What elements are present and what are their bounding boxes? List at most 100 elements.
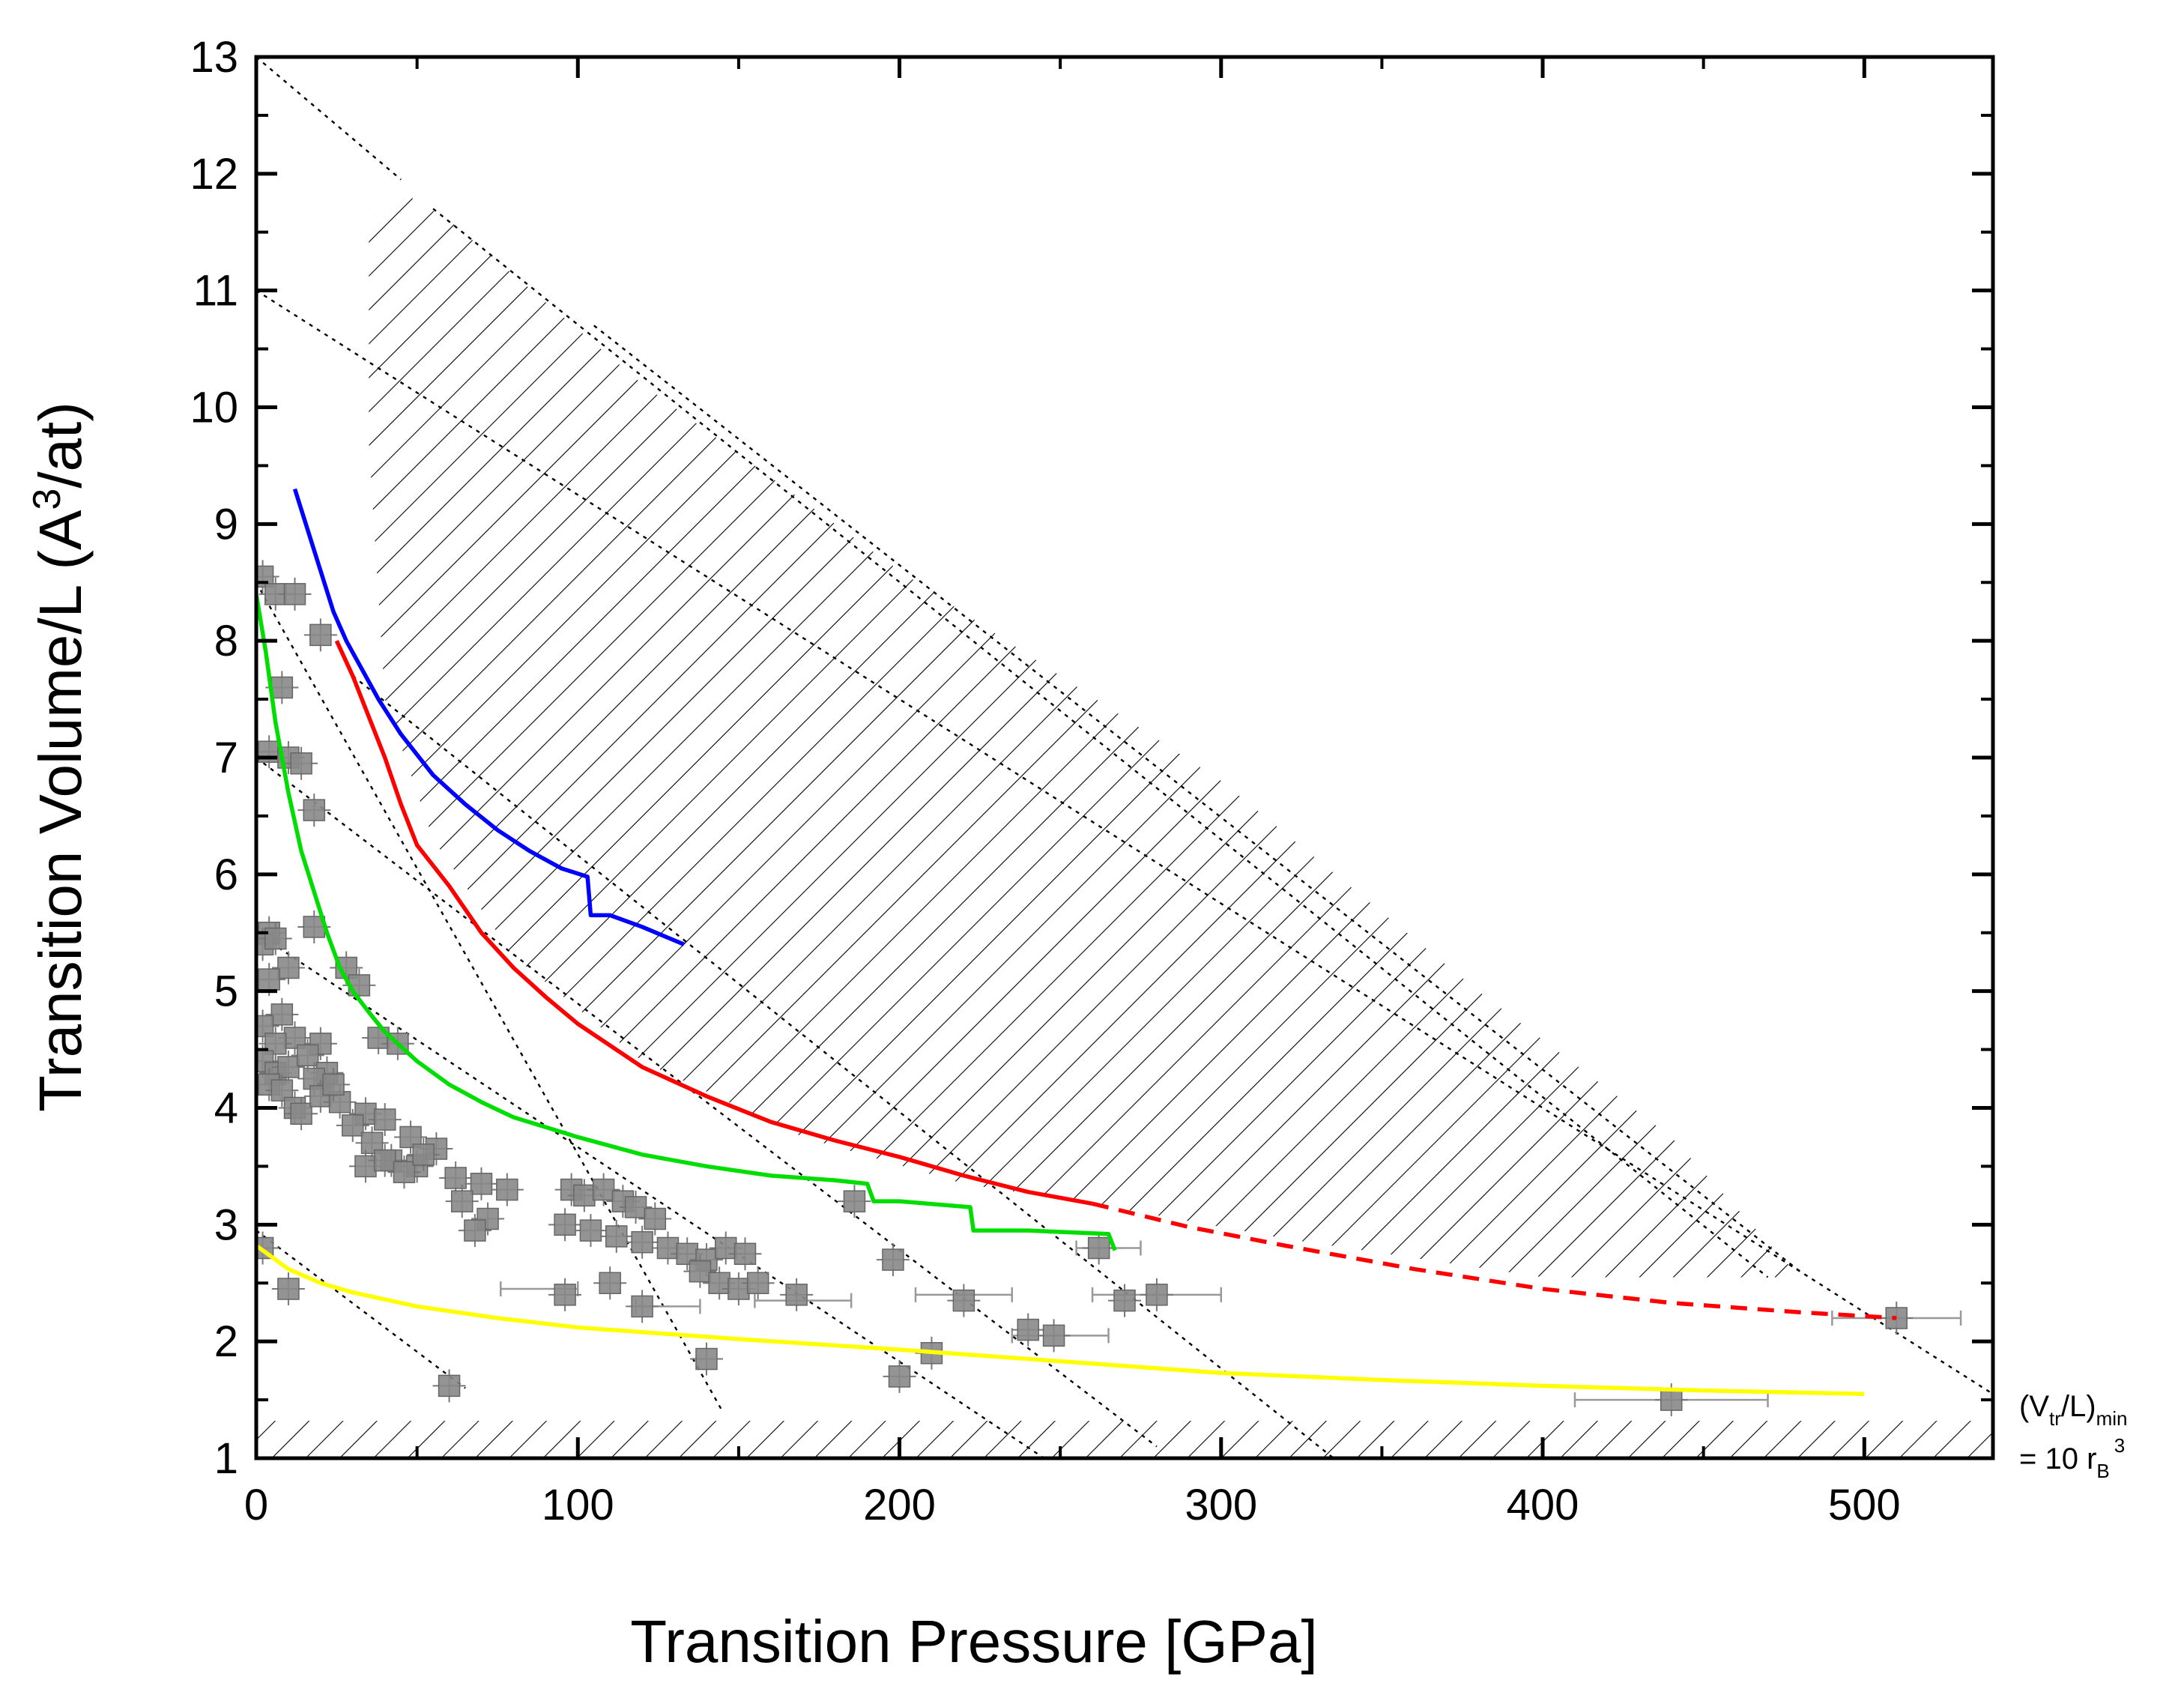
x-tick-label-4: 400: [1507, 1481, 1579, 1529]
y-tick-label-2: 3: [214, 1200, 238, 1249]
data-point-80: [785, 1284, 808, 1306]
data-point-50: [470, 1173, 493, 1195]
data-point-2: [283, 583, 306, 605]
data-point-90: [1146, 1284, 1168, 1306]
anno-cube: 3: [2114, 1434, 2125, 1457]
anno-min: min: [2096, 1407, 2128, 1430]
data-point-60: [644, 1207, 667, 1230]
y-tick-label-5: 6: [214, 850, 238, 899]
series-line-1: [334, 640, 1093, 1206]
dotted-guide-6: [352, 674, 1334, 1458]
data-point-84: [1017, 1318, 1039, 1341]
data-point-16: [256, 1015, 274, 1038]
anno-l: /L): [2061, 1390, 2096, 1423]
data-point-70: [689, 1260, 712, 1283]
y-tick-label-0: 1: [214, 1434, 238, 1483]
anno-eq: = 10 r: [2019, 1442, 2096, 1475]
data-point-48: [412, 1143, 435, 1166]
series-line-4: [256, 1244, 1865, 1397]
data-point-57: [592, 1178, 615, 1201]
anno-tr: tr: [2049, 1407, 2061, 1430]
dotted-guide-5: [256, 757, 1158, 1448]
anno-v: (V: [2019, 1390, 2049, 1423]
data-point-52: [450, 1190, 474, 1212]
dotted-guide-0: [256, 57, 402, 181]
data-point-14: [270, 1003, 294, 1026]
data-point-46: [373, 1149, 396, 1172]
ticks-layer: [254, 55, 1993, 1460]
dotted-guide-8: [256, 1230, 466, 1389]
data-point-71: [708, 1272, 730, 1294]
data-point-13: [258, 968, 280, 991]
y-axis-title: Transition Volume/L (A3/at): [25, 402, 94, 1112]
y-tick-label-6: 7: [214, 734, 238, 782]
x-tick-label-3: 300: [1185, 1481, 1257, 1529]
y-axis-title-part3: /at): [27, 402, 94, 489]
x-tick-label-0: 0: [244, 1481, 268, 1529]
data-point-68: [714, 1236, 737, 1260]
anno-b: B: [2096, 1460, 2109, 1482]
dotted-guide-3: [593, 324, 1801, 1272]
y-tick-label-11: 12: [190, 150, 238, 199]
data-point-5: [309, 623, 332, 647]
data-point-62: [579, 1219, 602, 1242]
data-point-59: [624, 1196, 647, 1218]
svg-text:(Vtr/L)min: (Vtr/L)min: [2019, 1390, 2127, 1430]
data-point-47: [393, 1161, 416, 1183]
dotted-guides-layer: [256, 57, 1993, 1458]
data-point-65: [656, 1236, 680, 1260]
y-axis-title-sup: 3: [25, 489, 69, 510]
data-point-45: [354, 1155, 377, 1178]
data-point-69: [733, 1242, 757, 1266]
data-point-81: [843, 1190, 866, 1212]
data-point-27: [296, 1044, 319, 1067]
data-point-40: [342, 1114, 364, 1137]
y-tick-label-8: 9: [214, 500, 238, 549]
x-tick-label-2: 200: [863, 1481, 936, 1529]
y-tick-label-10: 11: [193, 267, 238, 315]
data-point-87: [1113, 1289, 1136, 1312]
svg-text:= 10 rB3: = 10 rB3: [2019, 1434, 2125, 1482]
data-point-75: [554, 1284, 576, 1306]
y-axis-title-part1: Transition Volume/L (A: [27, 510, 94, 1112]
data-point-77: [631, 1295, 653, 1318]
data-point-61: [554, 1213, 576, 1236]
min-volume-annotation: (Vtr/L)min = 10 rB3: [2019, 1390, 2127, 1482]
dotted-guide-1: [256, 289, 1993, 1395]
hatched-region-layer: [256, 191, 1993, 1458]
data-point-51: [496, 1178, 518, 1201]
data-point-93: [438, 1374, 461, 1398]
data-point-34: [309, 1085, 332, 1108]
data-point-88: [888, 1365, 911, 1388]
y-tick-label-4: 5: [214, 967, 238, 1016]
data-point-85: [1042, 1324, 1065, 1347]
data-point-26: [277, 1056, 300, 1078]
data-point-74: [277, 1278, 300, 1300]
x-axis-title: Transition Pressure [GPa]: [630, 1608, 1317, 1675]
data-point-79: [746, 1272, 769, 1294]
data-point-12: [277, 956, 300, 979]
hatched-region: [369, 191, 1800, 1278]
y-tick-label-7: 8: [214, 617, 238, 665]
hatched-floor: [256, 1421, 1993, 1458]
data-point-76: [599, 1272, 621, 1294]
y-tick-label-3: 4: [214, 1084, 238, 1133]
x-tick-label-1: 100: [542, 1481, 614, 1529]
series-line-0: [292, 488, 685, 946]
data-point-8: [290, 752, 312, 775]
y-tick-label-12: 13: [190, 33, 238, 82]
data-point-82: [882, 1248, 904, 1271]
data-point-83: [952, 1289, 975, 1312]
plot-content: [256, 57, 1993, 1458]
y-tick-label-9: 10: [190, 384, 238, 432]
series-line-3: [256, 593, 1117, 1251]
data-point-37: [373, 1108, 396, 1131]
data-point-86: [1087, 1236, 1110, 1260]
data-point-54: [464, 1219, 486, 1242]
data-point-92: [1660, 1389, 1683, 1411]
data-point-4: [270, 676, 294, 699]
data-point-78: [695, 1347, 718, 1371]
data-point-39: [322, 1073, 345, 1096]
data-point-33: [290, 1102, 312, 1126]
